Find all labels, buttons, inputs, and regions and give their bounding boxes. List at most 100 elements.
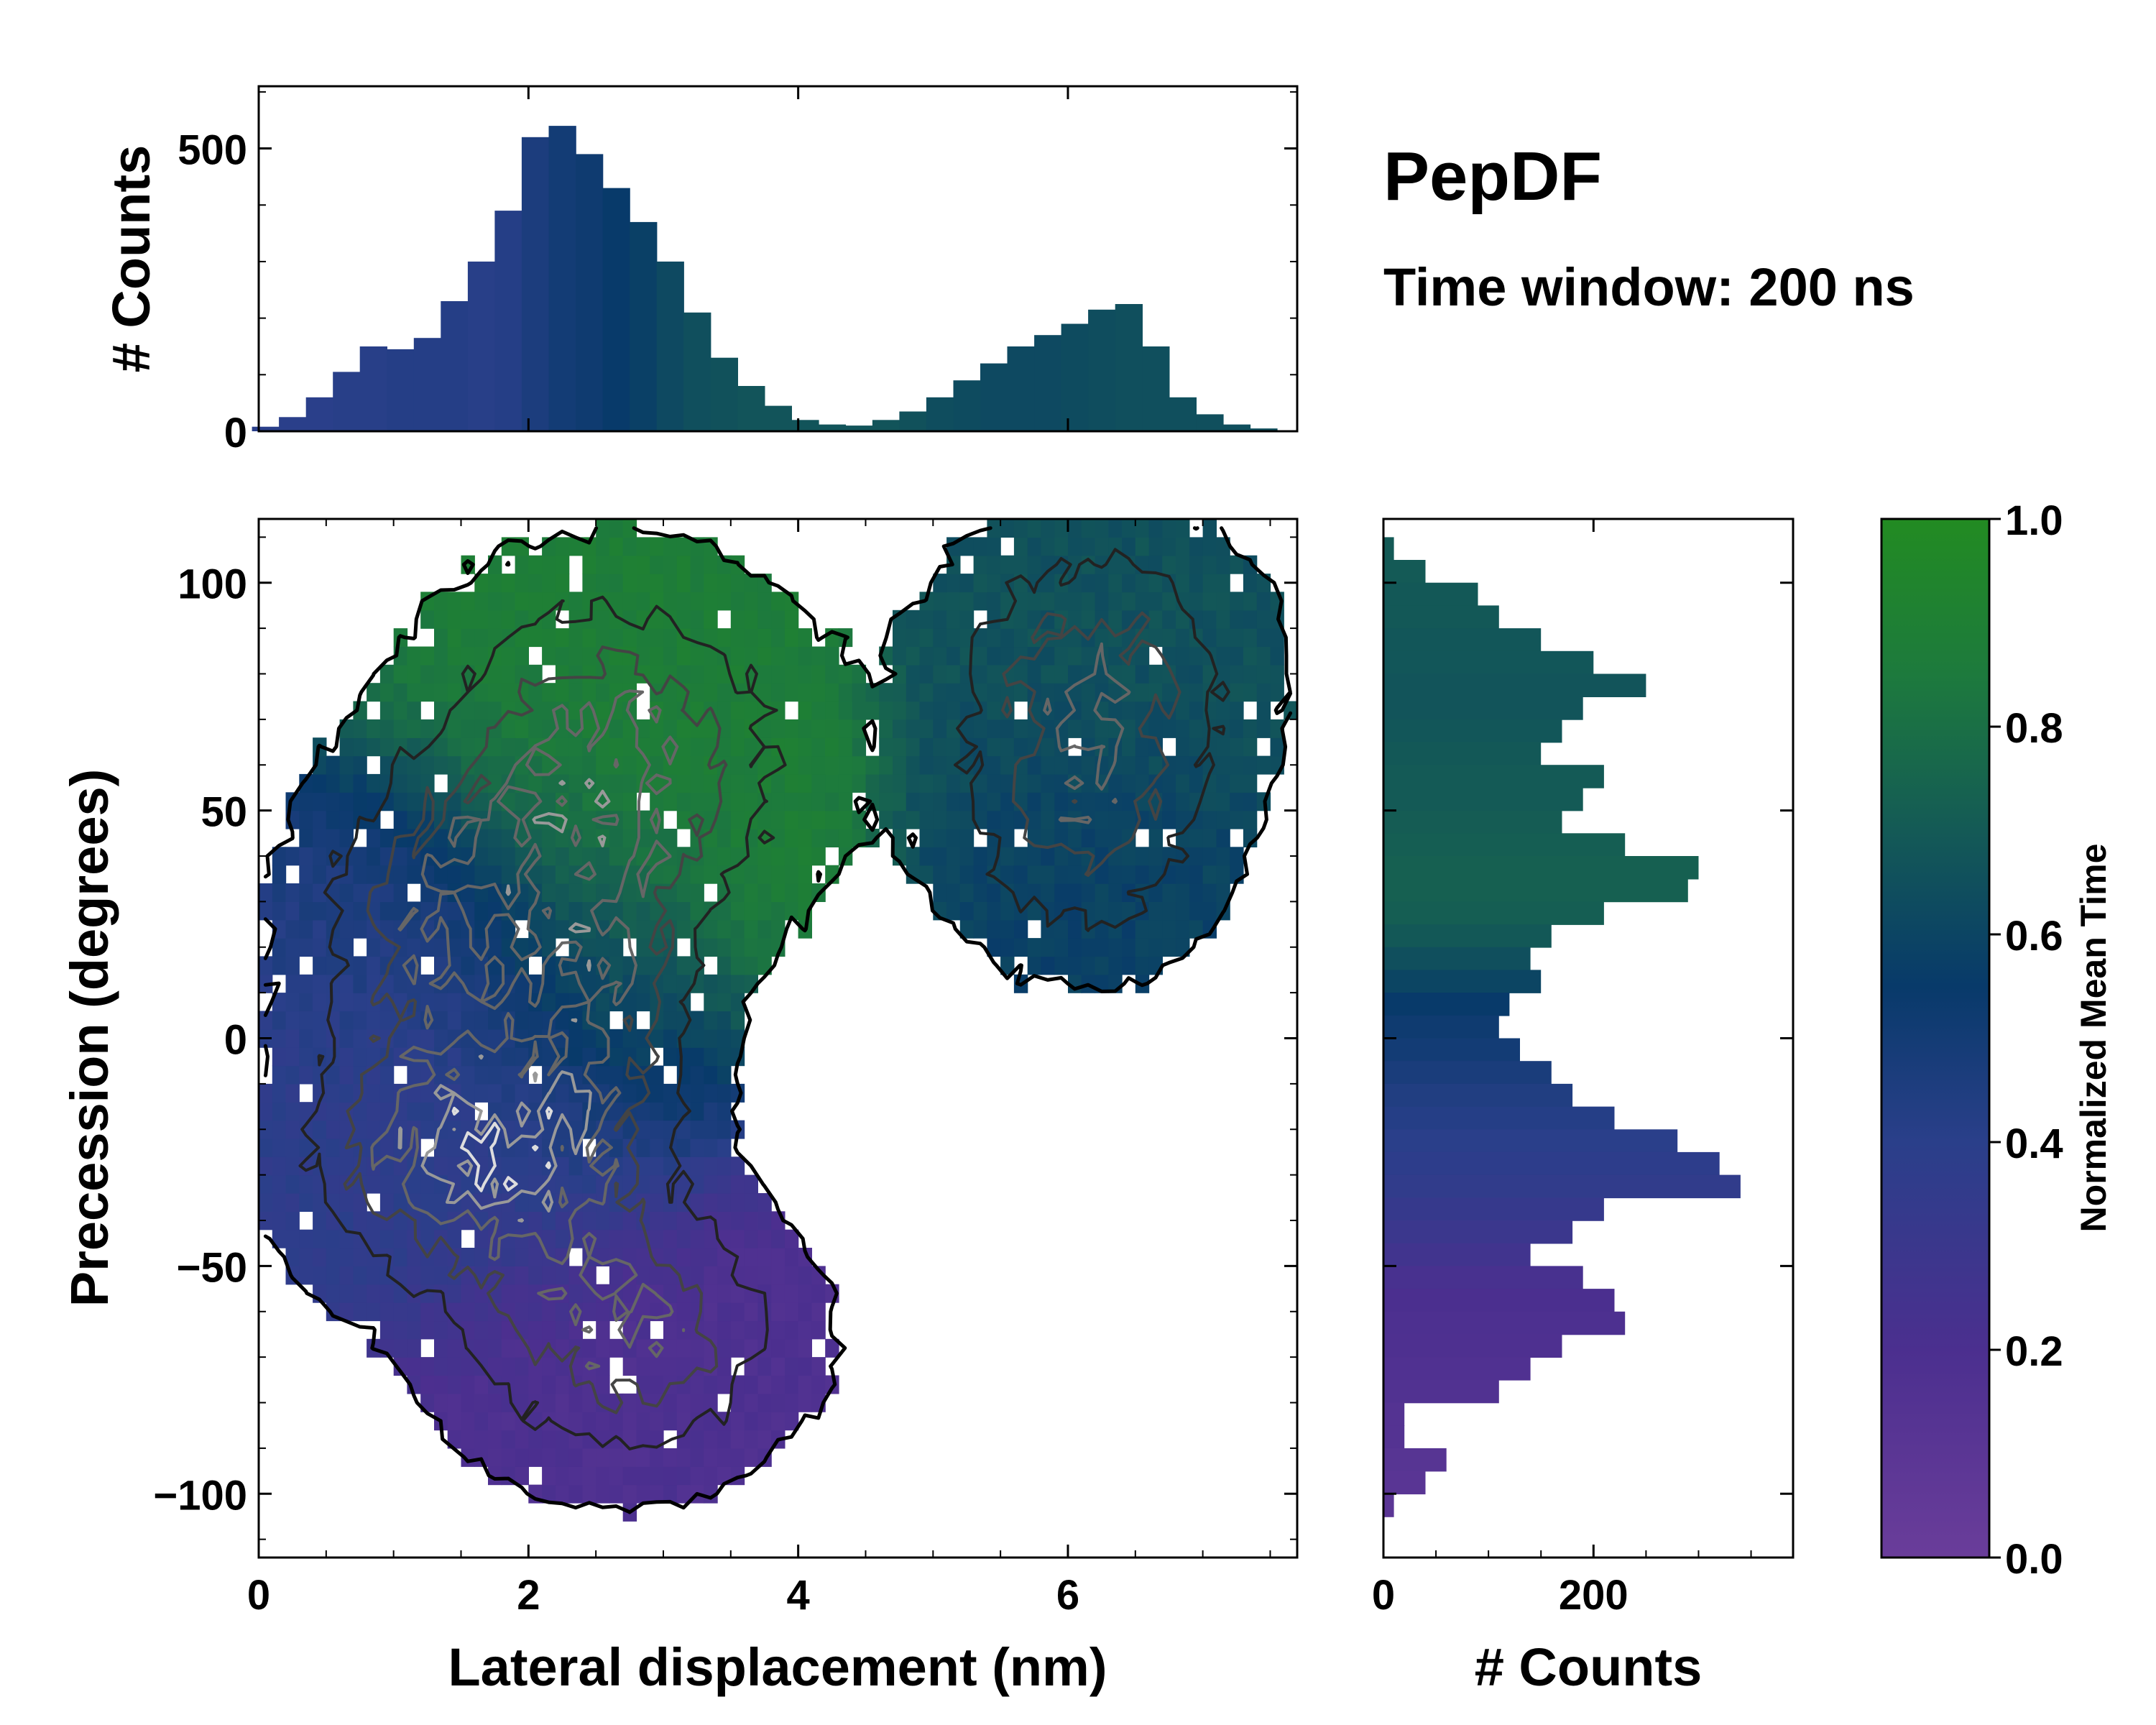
x-tick-label: 6 [1056, 1572, 1079, 1619]
heatmap-cell [622, 829, 637, 847]
heatmap-cell [676, 1248, 691, 1266]
heatmap-cell [379, 1083, 395, 1103]
heatmap-cell [636, 555, 650, 574]
heatmap-cell [757, 1393, 772, 1412]
heatmap-cell [542, 1320, 556, 1340]
heatmap-cell [690, 883, 704, 902]
heatmap-cell [555, 555, 570, 574]
heatmap-cell [636, 646, 650, 666]
heatmap-cell [757, 755, 772, 775]
heatmap-cell [379, 829, 395, 847]
heatmap-cell [339, 1156, 354, 1176]
heatmap-cell [515, 1138, 529, 1157]
heatmap-cell [704, 719, 718, 738]
heatmap-cell [528, 810, 543, 829]
heatmap-cell [285, 1138, 300, 1157]
heatmap-cell [622, 646, 637, 666]
heatmap-cell [407, 1248, 421, 1266]
heatmap-cell [434, 1029, 448, 1048]
heatmap-cell [515, 737, 529, 757]
heatmap-cell [528, 773, 543, 793]
heatmap-cell [650, 755, 664, 775]
heatmap-cell [596, 574, 610, 593]
heatmap-cell [515, 1466, 529, 1486]
heatmap-cell [636, 1120, 650, 1139]
heatmap-cell [704, 865, 718, 884]
heatmap-cell [757, 1266, 772, 1285]
heatmap-cell [717, 1430, 732, 1449]
heatmap-cell [1256, 701, 1271, 720]
heatmap-cell [609, 1430, 624, 1449]
heatmap-cell [299, 901, 313, 921]
heatmap-cell [568, 773, 583, 793]
heatmap-cell [636, 1357, 650, 1376]
heatmap-cell [704, 683, 718, 702]
heatmap-cell [313, 829, 327, 847]
heatmap-cell [771, 883, 786, 902]
heatmap-cell [272, 1120, 287, 1139]
heatmap-cell [555, 1102, 570, 1121]
heatmap-cell [1054, 938, 1069, 957]
heatmap-cell [1027, 755, 1042, 775]
heatmap-cell [784, 683, 799, 702]
heatmap-cell [326, 1120, 341, 1139]
heatmap-cell [367, 829, 381, 847]
heatmap-cell [798, 792, 812, 811]
heatmap-cell [946, 865, 961, 884]
heatmap-cell [879, 810, 893, 829]
heatmap-cell [663, 1011, 678, 1030]
heatmap-cell [771, 610, 786, 629]
heatmap-cell [299, 847, 313, 866]
heatmap-cell [528, 1029, 543, 1048]
colorbar-tick-label: 0.0 [2005, 1536, 2063, 1583]
heatmap-cell [313, 810, 327, 829]
heatmap-cell [744, 1412, 758, 1431]
heatmap-cell [717, 1065, 732, 1085]
heatmap-cell [299, 810, 313, 829]
heatmap-cell [690, 1011, 704, 1030]
heatmap-cell [515, 664, 529, 684]
heatmap-cell [676, 1156, 691, 1176]
heatmap-cell [1189, 555, 1204, 574]
heatmap-cell [1176, 555, 1190, 574]
heatmap-cell [555, 901, 570, 921]
heatmap-cell [501, 1065, 516, 1085]
heatmap-cell [757, 1430, 772, 1449]
heatmap-cell [973, 719, 987, 738]
heatmap-cell [515, 1193, 529, 1212]
heatmap-cell [299, 1174, 313, 1194]
heatmap-cell [771, 847, 786, 866]
heatmap-cell [1148, 737, 1163, 757]
heatmap-cell [367, 1120, 381, 1139]
heatmap-cell [663, 646, 678, 666]
heatmap-cell [771, 683, 786, 702]
heatmap-cell [636, 938, 650, 957]
heatmap-cell [663, 993, 678, 1012]
heatmap-cell [555, 755, 570, 775]
heatmap-cell [1230, 773, 1244, 793]
heatmap-cell [488, 592, 502, 611]
heatmap-cell [636, 1412, 650, 1431]
right-histogram-bar [1383, 787, 1583, 811]
heatmap-cell [704, 974, 718, 993]
heatmap-cell [1176, 574, 1190, 593]
colorbar-tick-label: 0.2 [2005, 1328, 2063, 1375]
heatmap-cell [852, 737, 867, 757]
heatmap-cell [568, 810, 583, 829]
heatmap-cell [704, 1138, 718, 1157]
heatmap-cell [447, 1029, 462, 1048]
heatmap-cell [596, 610, 610, 629]
top-histogram-bar [845, 426, 873, 431]
heatmap-cell [1202, 610, 1217, 629]
heatmap-cell [622, 1229, 637, 1248]
heatmap-cell [555, 683, 570, 702]
heatmap-cell [959, 865, 975, 884]
heatmap-cell [596, 1357, 610, 1376]
heatmap-cell [1108, 865, 1123, 884]
heatmap-cell [461, 1047, 475, 1067]
heatmap-cell [379, 1102, 395, 1121]
heatmap-cell [393, 1284, 408, 1303]
heatmap-cell [501, 865, 516, 884]
heatmap-cell [704, 1011, 718, 1030]
heatmap-cell [622, 574, 637, 593]
